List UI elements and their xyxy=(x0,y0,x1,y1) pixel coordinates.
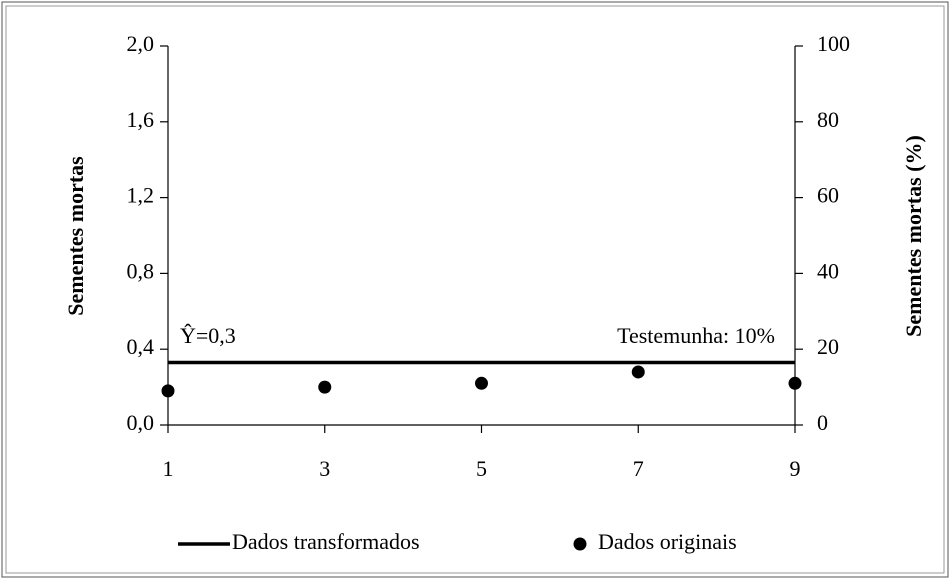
legend-swatch xyxy=(573,537,587,551)
annotation: Testemunha: 10% xyxy=(617,323,775,348)
y2-tick-label: 60 xyxy=(817,183,839,208)
y-tick-label: 1,2 xyxy=(127,183,155,208)
y-tick-label: 0,8 xyxy=(127,258,155,283)
y-tick-label: 2,0 xyxy=(127,31,155,56)
x-tick-label: 3 xyxy=(319,456,330,481)
inner-frame xyxy=(5,5,945,574)
point xyxy=(788,376,802,390)
y-tick-label: 0,0 xyxy=(127,410,155,435)
point xyxy=(631,365,645,379)
annotation: Ŷ=0,3 xyxy=(180,323,236,348)
y-axis-label: Sementes mortas xyxy=(63,156,88,316)
point xyxy=(161,384,175,398)
y-tick-label: 1,6 xyxy=(127,107,155,132)
x-tick-label: 9 xyxy=(790,456,801,481)
y2-tick-label: 20 xyxy=(817,334,839,359)
x-tick-label: 5 xyxy=(476,456,487,481)
legend-label: Dados originais xyxy=(598,529,737,554)
x-tick-label: 7 xyxy=(633,456,644,481)
y2-axis-label: Sementes mortas (%) xyxy=(901,135,926,337)
y2-tick-label: 100 xyxy=(817,31,850,56)
point xyxy=(475,376,488,390)
y2-tick-label: 0 xyxy=(817,410,828,435)
y2-tick-label: 80 xyxy=(817,107,839,132)
y2-tick-label: 40 xyxy=(817,258,839,283)
point xyxy=(318,380,332,394)
y-tick-label: 0,4 xyxy=(127,334,155,359)
legend-label: Dados transformados xyxy=(232,529,420,554)
x-tick-label: 1 xyxy=(163,456,174,481)
